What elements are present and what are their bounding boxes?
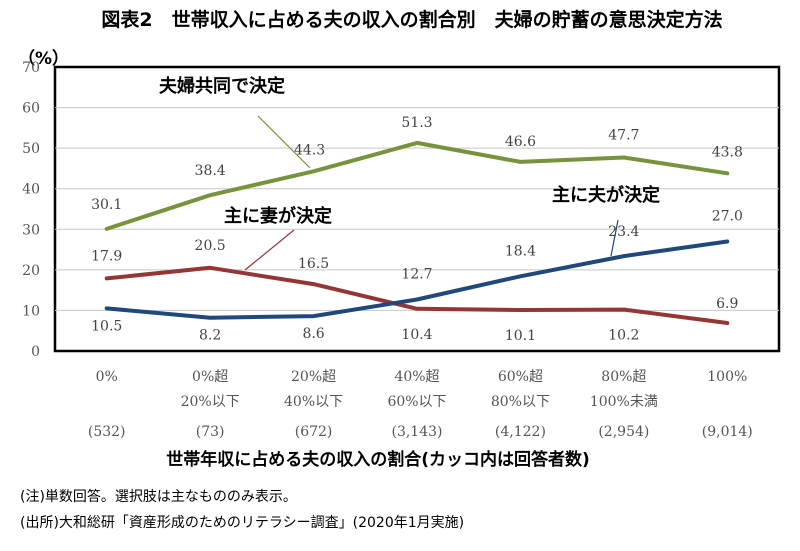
data-label: 17.9	[91, 248, 122, 264]
data-label: 12.7	[401, 266, 432, 282]
x-category-label: 80%超	[601, 369, 646, 385]
x-category-count: (73)	[196, 424, 225, 440]
x-category-count: (3,143)	[391, 424, 442, 440]
x-category-label: 100%	[707, 369, 747, 385]
y-tick-label: 40	[22, 182, 40, 198]
y-unit-label: （%）	[18, 48, 69, 69]
data-labels: 30.1 38.4 44.3 51.3 46.6 47.7 43.8 17.9 20.5 16.5…	[91, 115, 743, 344]
plot-frame	[53, 65, 781, 353]
note-text: (注)単数回答。選択肢は主なもののみ表示。	[20, 489, 297, 505]
x-category-label: 40%超	[394, 369, 439, 385]
x-category-label: 0%超	[192, 369, 228, 385]
x-category-label-line2: 40%以下	[284, 394, 343, 410]
series-line-husband-decides	[104, 239, 730, 320]
x-category-label-line2: 20%以下	[181, 394, 240, 410]
x-category-label-line2: 100%未満	[590, 394, 658, 410]
x-category-count: (672)	[295, 424, 333, 440]
source-text: (出所)大和総研「資産形成のためのリテラシー調査」(2020年1月実施)	[20, 515, 465, 531]
data-label: 8.6	[302, 326, 324, 342]
y-tick-label: 50	[22, 141, 40, 157]
x-category-label-line2: 60%以下	[387, 394, 446, 410]
data-label: 16.5	[298, 256, 329, 272]
y-tick-label: 0	[31, 344, 40, 360]
x-category-label: 0%	[96, 369, 118, 385]
data-label: 46.6	[505, 134, 536, 150]
data-label: 6.9	[716, 296, 738, 312]
data-label: 18.4	[505, 243, 536, 259]
x-category-label-line2: 80%以下	[491, 394, 550, 410]
chart-title: 図表2 世帯収入に占める夫の収入の割合別 夫婦の貯蓄の意思決定方法	[101, 8, 722, 31]
legend-label: 夫婦共同で決定	[159, 75, 285, 97]
x-axis-title: 世帯年収に占める夫の収入の割合(カッコ内は回答者数)	[166, 449, 590, 470]
data-label: 27.0	[712, 208, 743, 224]
data-label: 23.4	[608, 224, 639, 240]
legend-leader-line	[244, 229, 295, 271]
data-label: 38.4	[195, 163, 226, 179]
y-tick-label: 70	[22, 60, 40, 76]
data-label: 10.1	[505, 328, 536, 344]
y-tick-label: 30	[22, 222, 40, 238]
data-label: 8.2	[199, 328, 221, 344]
x-category-count: (9,014)	[702, 424, 753, 440]
data-label: 44.3	[294, 142, 325, 158]
x-category-count: (532)	[88, 424, 126, 440]
series-group	[104, 140, 730, 325]
series-line-wife-decides	[104, 265, 730, 325]
x-category-label: 20%超	[291, 369, 336, 385]
legend-label: 主に妻が決定	[224, 205, 332, 227]
x-category-labels: 0% (532) 0%超 20%以下 (73) 20%超 40%以下 (672) 40%超 60%…	[88, 369, 753, 440]
data-label: 30.1	[91, 197, 122, 213]
data-label: 10.4	[401, 327, 432, 343]
y-tick-label: 20	[22, 263, 40, 279]
data-label: 10.2	[608, 328, 639, 344]
x-category-label: 60%超	[498, 369, 543, 385]
y-tick-label: 60	[22, 101, 40, 117]
data-label: 51.3	[401, 115, 432, 131]
legend-leader-line	[257, 115, 311, 169]
series-line-joint-decision	[104, 140, 730, 231]
y-tick-label: 10	[22, 303, 40, 319]
data-label: 10.5	[91, 318, 122, 334]
y-tick-labels: 0 10 20 30 40 50 60 70	[22, 60, 40, 360]
data-label: 47.7	[608, 127, 639, 143]
x-category-count: (4,122)	[495, 424, 546, 440]
data-label: 20.5	[195, 238, 226, 254]
x-category-count: (2,954)	[598, 424, 649, 440]
data-label: 43.8	[712, 144, 743, 160]
legend-leader-line	[610, 219, 619, 257]
legend-label: 主に夫が決定	[552, 184, 660, 206]
